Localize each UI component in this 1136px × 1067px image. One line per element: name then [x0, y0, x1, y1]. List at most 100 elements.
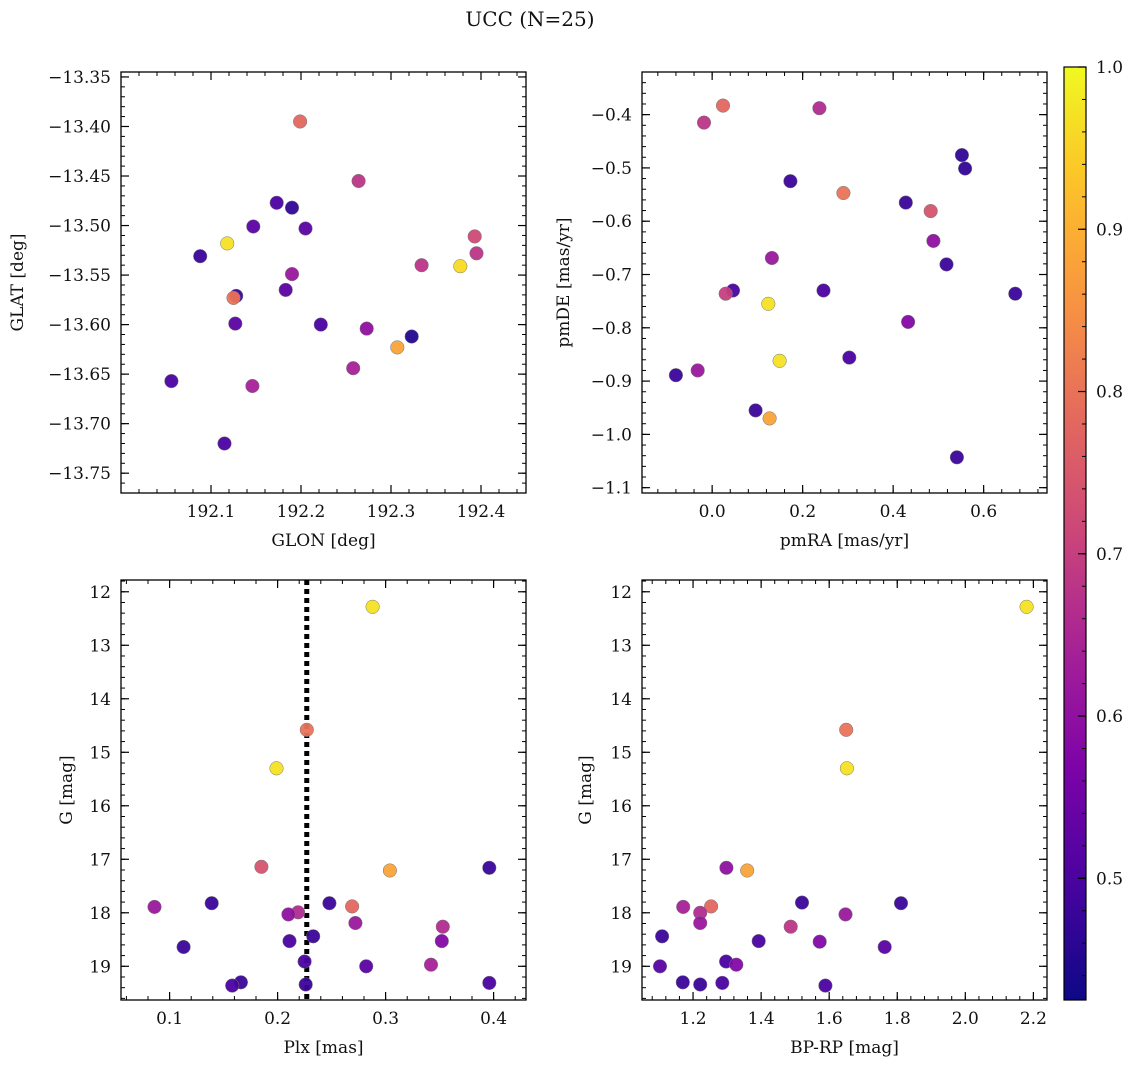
- data-point: [748, 403, 763, 418]
- data-point: [284, 200, 300, 215]
- data-point: [306, 929, 321, 944]
- scatter-points: [652, 599, 1034, 993]
- x-tick-label: 0.4: [480, 1009, 507, 1029]
- ticks: [121, 580, 526, 1000]
- data-point: [298, 977, 313, 992]
- data-point: [164, 374, 179, 389]
- x-axis-label: GLON [deg]: [271, 531, 375, 551]
- data-point: [217, 436, 232, 451]
- x-tick-label: 1.6: [816, 1009, 843, 1029]
- data-point: [783, 174, 798, 189]
- axes-frame: [120, 579, 527, 1001]
- y-tick-label: −0.5: [591, 159, 632, 179]
- data-point: [842, 350, 857, 365]
- x-tick-label: 0.3: [372, 1009, 399, 1029]
- data-point: [693, 915, 708, 931]
- x-tick-label: 192.4: [457, 502, 506, 522]
- data-point: [298, 221, 313, 236]
- y-tick-label: 15: [89, 743, 111, 763]
- ticks: [642, 71, 1047, 493]
- data-point: [958, 161, 973, 176]
- ticks: [642, 580, 1048, 1000]
- data-point: [246, 219, 261, 234]
- scatter-points: [147, 599, 497, 993]
- data-point: [652, 959, 668, 974]
- data-point: [764, 250, 779, 266]
- axes-frame: [641, 71, 1048, 494]
- y-tick-label: −0.4: [591, 106, 632, 126]
- data-point: [954, 148, 969, 163]
- data-point: [390, 340, 405, 355]
- y-tick-label: −13.35: [48, 68, 111, 88]
- colorbar-tick-label: 0.6: [1096, 707, 1123, 727]
- data-point: [923, 204, 938, 219]
- y-tick-label: −0.8: [591, 319, 632, 339]
- x-tick-label: 192.3: [367, 502, 416, 522]
- data-point: [675, 975, 690, 990]
- y-axis-label: G [mag]: [57, 755, 77, 824]
- x-tick-label: 1.2: [680, 1009, 707, 1029]
- y-tick-label: 18: [89, 904, 111, 924]
- x-axis-label: pmRA [mas/yr]: [780, 531, 909, 551]
- ticks: [121, 72, 526, 493]
- data-point: [346, 361, 361, 376]
- y-tick-label: 12: [610, 583, 632, 603]
- data-point: [1008, 286, 1023, 301]
- x-tick-label: 0.6: [970, 502, 997, 522]
- x-tick-label: 0.2: [789, 502, 816, 522]
- data-point: [404, 329, 419, 344]
- data-point: [901, 314, 916, 329]
- data-point: [816, 283, 831, 298]
- data-point: [278, 282, 293, 297]
- data-point: [220, 236, 235, 251]
- x-tick-label: 0.2: [264, 1009, 291, 1029]
- y-tick-label: −13.75: [48, 464, 111, 484]
- data-point: [655, 929, 670, 944]
- y-tick-label: 17: [89, 850, 111, 870]
- data-point: [949, 450, 964, 465]
- y-tick-label: −1.0: [591, 425, 632, 445]
- x-tick-label: 1.8: [884, 1009, 911, 1029]
- x-tick-label: 192.1: [187, 502, 236, 522]
- data-point: [839, 761, 854, 776]
- colorbar: 0.5 0.6 0.7 0.8 0.9 1.0: [1063, 58, 1123, 1001]
- data-point: [225, 978, 240, 993]
- panel-pmra-pmde: 0.0 0.2 0.4 0.6 −0.4 −0.5 −0.6 −0.7 −0.8 −0.9 −1.0…: [554, 71, 1048, 551]
- y-tick-label: 13: [610, 636, 632, 656]
- data-point: [693, 977, 708, 992]
- y-tick-label: 16: [610, 797, 632, 817]
- data-point: [794, 895, 810, 910]
- data-point: [482, 975, 497, 990]
- data-point: [322, 896, 337, 911]
- figure-title: UCC (N=25): [465, 7, 594, 31]
- data-point: [893, 896, 909, 911]
- data-point: [1019, 599, 1034, 614]
- data-point: [696, 115, 712, 130]
- data-point: [926, 233, 941, 248]
- data-point: [345, 899, 360, 914]
- data-point: [690, 363, 705, 378]
- data-point: [838, 907, 853, 922]
- data-point: [359, 959, 374, 974]
- data-point: [281, 907, 296, 922]
- y-tick-label: 19: [610, 957, 632, 977]
- y-tick-label: 12: [89, 583, 111, 603]
- y-tick-label: −13.50: [48, 217, 111, 237]
- data-point: [269, 761, 284, 776]
- data-point: [299, 722, 314, 737]
- x-axis-label: BP-RP [mag]: [790, 1038, 899, 1058]
- data-point: [772, 353, 787, 368]
- y-tick-label: 18: [610, 904, 632, 924]
- data-point: [668, 368, 683, 383]
- data-point: [715, 98, 731, 113]
- y-tick-label: −13.70: [48, 415, 111, 435]
- data-point: [898, 195, 913, 210]
- data-point: [783, 919, 798, 934]
- data-point: [836, 185, 851, 201]
- axes-frame: [120, 71, 527, 494]
- y-tick-label: 15: [610, 743, 632, 763]
- data-point: [147, 899, 162, 914]
- panel-plx-g: 0.1 0.2 0.3 0.4 12 13 14 15 16 17 18 19 Plx [mas] G […: [57, 579, 527, 1058]
- y-tick-label: 17: [610, 850, 632, 870]
